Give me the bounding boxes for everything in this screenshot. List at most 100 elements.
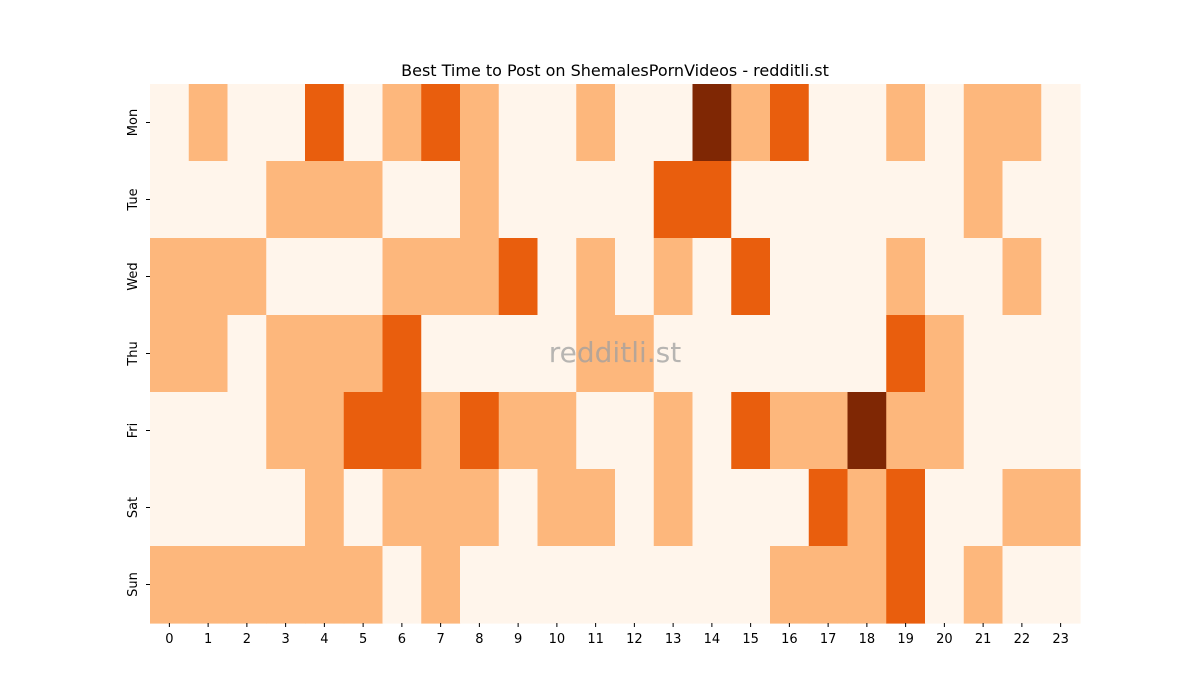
heatmap-cell-thu-13 [653, 315, 694, 393]
heatmap-cell-sat-9 [498, 469, 539, 547]
heatmap-cell-tue-21 [963, 161, 1004, 239]
heatmap-cell-tue-6 [382, 161, 422, 239]
heatmap-cell-sun-4 [305, 546, 345, 624]
heatmap-cell-mon-11 [576, 84, 616, 162]
x-tick-label: 14 [704, 632, 721, 647]
heatmap-cell-sat-14 [692, 469, 732, 547]
heatmap-cell-fri-16 [770, 392, 810, 470]
heatmap-cell-mon-5 [343, 84, 384, 162]
heatmap-cell-wed-7 [421, 238, 461, 316]
heatmap-cell-wed-21 [963, 238, 1004, 316]
heatmap-cell-mon-20 [925, 84, 965, 162]
y-axis: Mon Tue Wed Thu Fri Sat Sun [126, 109, 150, 597]
heatmap-cell-sun-22 [1002, 546, 1042, 624]
heatmap-cell-fri-23 [1041, 392, 1081, 470]
heatmap-cell-fri-13 [653, 392, 694, 470]
heatmap-cell-sat-20 [925, 469, 965, 547]
heatmap-cell-sun-14 [692, 546, 732, 624]
heatmap-cell-thu-16 [770, 315, 810, 393]
heatmap-cell-sun-23 [1041, 546, 1081, 624]
heatmap-cell-thu-3 [266, 315, 306, 393]
x-tick-label: 6 [398, 632, 406, 647]
heatmap-cell-sat-6 [382, 469, 422, 547]
heatmap-cell-sun-16 [770, 546, 810, 624]
heatmap-cell-mon-18 [847, 84, 887, 162]
heatmap-cell-thu-10 [537, 315, 577, 393]
x-tick-label: 2 [243, 632, 251, 647]
heatmap-cell-mon-0 [150, 84, 190, 162]
heatmap-cell-sat-11 [576, 469, 616, 547]
y-tick-label: Wed [126, 262, 141, 290]
heatmap-cell-sat-13 [653, 469, 694, 547]
heatmap-cell-sun-9 [498, 546, 539, 624]
heatmap-cell-mon-3 [266, 84, 306, 162]
heatmap-cell-mon-22 [1002, 84, 1042, 162]
heatmap-cell-thu-20 [925, 315, 965, 393]
heatmap-cell-wed-15 [731, 238, 771, 316]
heatmap-cell-sun-19 [886, 546, 926, 624]
heatmap-cell-sun-20 [925, 546, 965, 624]
heatmap-cell-tue-5 [343, 161, 384, 239]
x-tick-label: 0 [165, 632, 173, 647]
heatmap-cell-tue-2 [227, 161, 267, 239]
x-tick-label: 4 [320, 632, 328, 647]
heatmap-cell-tue-4 [305, 161, 345, 239]
heatmap-cell-mon-19 [886, 84, 926, 162]
heatmap-cell-wed-8 [460, 238, 500, 316]
heatmap-cell-tue-17 [808, 161, 849, 239]
heatmap-cell-wed-22 [1002, 238, 1042, 316]
heatmap-cell-fri-19 [886, 392, 926, 470]
x-tick-label: 21 [975, 632, 992, 647]
heatmap-cell-fri-7 [421, 392, 461, 470]
x-tick-label: 19 [897, 632, 914, 647]
heatmap-cell-fri-14 [692, 392, 732, 470]
x-tick-label: 13 [665, 632, 682, 647]
heatmap-cell-sat-23 [1041, 469, 1081, 547]
x-tick-label: 18 [859, 632, 876, 647]
heatmap-cell-thu-6 [382, 315, 422, 393]
heatmap-cell-fri-2 [227, 392, 267, 470]
y-tick-label: Fri [126, 423, 141, 439]
heatmap-cell-tue-22 [1002, 161, 1042, 239]
heatmap-cell-wed-19 [886, 238, 926, 316]
heatmap-cell-mon-1 [188, 84, 229, 162]
heatmap-cell-mon-13 [653, 84, 694, 162]
heatmap-cell-wed-3 [266, 238, 306, 316]
x-tick-label: 5 [359, 632, 367, 647]
heatmap-cell-fri-22 [1002, 392, 1042, 470]
heatmap-cell-mon-15 [731, 84, 771, 162]
heatmap-cell-thu-19 [886, 315, 926, 393]
heatmap-cell-fri-17 [808, 392, 849, 470]
heatmap-cell-mon-23 [1041, 84, 1081, 162]
heatmap-cell-sun-7 [421, 546, 461, 624]
heatmap-cell-sat-15 [731, 469, 771, 547]
heatmap-cell-thu-11 [576, 315, 616, 393]
y-tick-label: Mon [126, 109, 141, 136]
heatmap-cell-fri-9 [498, 392, 539, 470]
heatmap-cell-sat-7 [421, 469, 461, 547]
heatmap-cell-fri-11 [576, 392, 616, 470]
heatmap-cell-wed-23 [1041, 238, 1081, 316]
heatmap-cell-mon-16 [770, 84, 810, 162]
heatmap-cell-wed-6 [382, 238, 422, 316]
x-tick-label: 17 [820, 632, 837, 647]
heatmap-cell-sun-21 [963, 546, 1004, 624]
heatmap-cell-sat-22 [1002, 469, 1042, 547]
heatmap-cell-thu-9 [498, 315, 539, 393]
heatmap-cell-fri-18 [847, 392, 887, 470]
heatmap-cell-tue-14 [692, 161, 732, 239]
watermark: redditli.st [549, 336, 681, 369]
heatmap-cell-wed-16 [770, 238, 810, 316]
x-tick-label: 16 [781, 632, 798, 647]
heatmap-cell-tue-9 [498, 161, 539, 239]
heatmap-cell-tue-19 [886, 161, 926, 239]
x-axis: 0 1 2 3 4 5 6 7 8 9 10 11 12 13 14 15 16 17 18 19 20 21 22 23 [165, 623, 1069, 647]
heatmap-cell-mon-21 [963, 84, 1004, 162]
heatmap-cell-sat-5 [343, 469, 384, 547]
heatmap-cell-thu-2 [227, 315, 267, 393]
heatmap-cell-fri-1 [188, 392, 229, 470]
heatmap-cell-sat-16 [770, 469, 810, 547]
heatmap-cell-thu-23 [1041, 315, 1081, 393]
heatmap-cell-sat-4 [305, 469, 345, 547]
